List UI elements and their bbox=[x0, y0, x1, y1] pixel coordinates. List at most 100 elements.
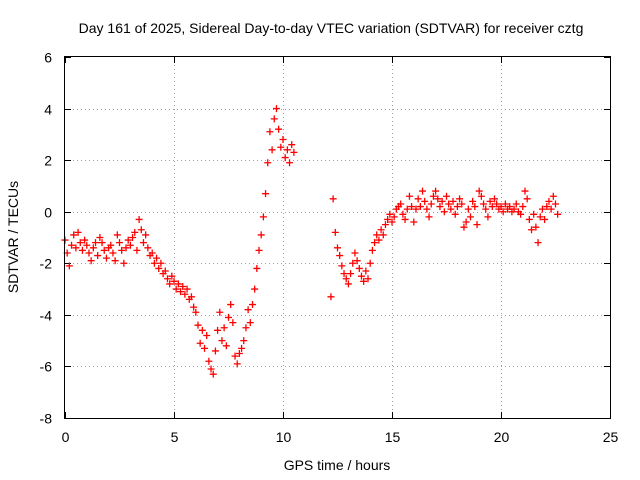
data-point bbox=[501, 200, 509, 208]
data-point bbox=[497, 203, 505, 211]
x-axis-label: GPS time / hours bbox=[284, 457, 391, 473]
data-point bbox=[253, 264, 261, 272]
data-point bbox=[421, 197, 429, 205]
data-point bbox=[142, 231, 150, 239]
data-point bbox=[338, 262, 346, 270]
data-point bbox=[466, 213, 474, 221]
data-point bbox=[264, 159, 272, 167]
y-tick-label: -6 bbox=[40, 359, 53, 375]
data-point bbox=[405, 192, 413, 200]
data-point bbox=[545, 197, 553, 205]
data-point bbox=[85, 249, 93, 257]
data-point bbox=[155, 264, 163, 272]
data-point bbox=[486, 197, 494, 205]
data-point bbox=[137, 226, 145, 234]
data-point bbox=[183, 285, 191, 293]
data-point bbox=[344, 280, 352, 288]
data-point bbox=[351, 249, 359, 257]
data-point bbox=[357, 272, 365, 280]
y-tick-label: -4 bbox=[40, 308, 53, 324]
data-point bbox=[227, 301, 235, 309]
data-point bbox=[462, 218, 470, 226]
data-point bbox=[122, 244, 130, 252]
data-point bbox=[490, 195, 498, 203]
y-tick-label: 2 bbox=[44, 153, 52, 169]
data-point bbox=[233, 360, 241, 368]
data-point bbox=[353, 257, 361, 265]
data-point bbox=[205, 357, 213, 365]
data-point bbox=[281, 154, 289, 162]
data-point bbox=[549, 192, 557, 200]
data-point bbox=[201, 344, 209, 352]
data-point bbox=[471, 203, 479, 211]
data-point bbox=[240, 337, 248, 345]
data-point bbox=[368, 246, 376, 254]
data-point bbox=[447, 205, 455, 213]
data-point bbox=[92, 239, 100, 247]
data-point bbox=[76, 239, 84, 247]
data-points bbox=[61, 105, 562, 378]
data-point bbox=[139, 239, 147, 247]
data-point bbox=[523, 195, 531, 203]
data-point bbox=[187, 293, 195, 301]
data-point bbox=[246, 319, 254, 327]
data-point bbox=[268, 146, 276, 154]
data-point bbox=[148, 249, 156, 257]
data-point bbox=[174, 280, 182, 288]
data-point bbox=[360, 277, 368, 285]
data-point bbox=[364, 275, 372, 283]
y-tick-label: 6 bbox=[44, 50, 52, 66]
data-point bbox=[371, 239, 379, 247]
data-point bbox=[229, 319, 237, 327]
data-point bbox=[168, 272, 176, 280]
data-point bbox=[100, 246, 108, 254]
data-point bbox=[211, 347, 219, 355]
data-point bbox=[521, 187, 529, 195]
data-point bbox=[275, 125, 283, 133]
data-point bbox=[203, 331, 211, 339]
data-point bbox=[377, 226, 385, 234]
x-tick-label: 5 bbox=[171, 429, 179, 445]
chart-title: Day 161 of 2025, Sidereal Day-to-day VTE… bbox=[79, 20, 584, 36]
data-point bbox=[499, 208, 507, 216]
x-tick-labels: 0 5 10 15 20 25 bbox=[62, 429, 619, 445]
data-point bbox=[135, 215, 143, 223]
data-point bbox=[214, 326, 222, 334]
data-point bbox=[541, 215, 549, 223]
data-point bbox=[449, 197, 457, 205]
data-point bbox=[124, 236, 132, 244]
data-point bbox=[460, 223, 468, 231]
data-point bbox=[157, 259, 165, 267]
data-point bbox=[78, 246, 86, 254]
data-point bbox=[412, 205, 420, 213]
data-point bbox=[257, 231, 265, 239]
data-point bbox=[102, 254, 110, 262]
data-point bbox=[451, 210, 459, 218]
data-point bbox=[270, 115, 278, 123]
x-tick-label: 0 bbox=[62, 429, 70, 445]
data-point bbox=[218, 337, 226, 345]
data-point bbox=[510, 205, 518, 213]
data-point bbox=[111, 257, 119, 265]
data-point bbox=[207, 365, 215, 373]
data-point bbox=[477, 192, 485, 200]
data-point bbox=[113, 231, 121, 239]
y-axis-label: SDTVAR / TECUs bbox=[5, 181, 21, 293]
data-point bbox=[163, 275, 171, 283]
data-point bbox=[172, 285, 180, 293]
x-tick-label: 15 bbox=[385, 429, 401, 445]
data-point bbox=[366, 259, 374, 267]
data-point bbox=[329, 195, 337, 203]
data-point bbox=[543, 203, 551, 211]
data-point bbox=[347, 270, 355, 278]
data-point bbox=[469, 197, 477, 205]
data-point bbox=[440, 208, 448, 216]
data-point bbox=[536, 213, 544, 221]
data-point bbox=[456, 195, 464, 203]
data-point bbox=[373, 231, 381, 239]
data-point bbox=[198, 326, 206, 334]
data-point bbox=[336, 252, 344, 260]
data-point bbox=[331, 228, 339, 236]
